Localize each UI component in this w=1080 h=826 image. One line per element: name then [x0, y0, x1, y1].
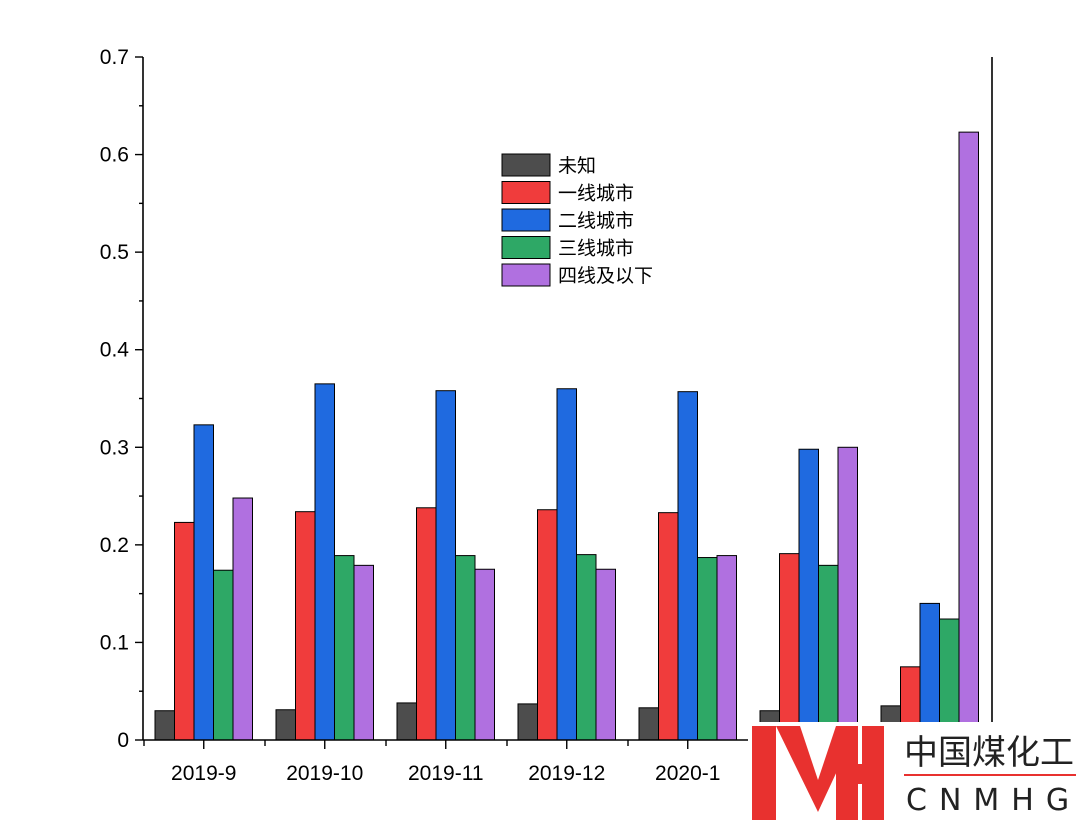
- bar-4-1: [213, 569, 234, 741]
- bar-5-5: [716, 555, 737, 741]
- legend-swatch-1: [501, 153, 551, 177]
- bar-4-2: [334, 555, 355, 741]
- bar-2-5: [658, 512, 679, 741]
- legend-swatch-2: [501, 181, 551, 204]
- bar-4-4: [576, 554, 597, 741]
- bar-1-5: [638, 707, 659, 741]
- bar-2-3: [416, 507, 437, 741]
- x-tick-label: 2019-12: [528, 762, 605, 785]
- legend-label-1: 未知: [558, 155, 596, 177]
- bar-4-5: [697, 557, 718, 741]
- mh-logo-mark: [752, 726, 884, 820]
- bars-group: [154, 131, 979, 741]
- bar-2-4: [537, 509, 558, 741]
- y-tick-label: 0: [117, 729, 129, 752]
- y-tick-label: 0.4: [100, 339, 130, 362]
- legend-label-3: 二线城市: [558, 210, 634, 232]
- bar-3-2: [314, 383, 335, 741]
- y-tick-label: 0.6: [100, 144, 129, 167]
- watermark-logo: 中国煤化工 CNMHG: [748, 722, 1080, 826]
- bar-3-7: [919, 602, 940, 741]
- x-tick-label: 2019-9: [171, 762, 236, 785]
- y-tick-label: 0.5: [100, 241, 129, 264]
- bar-5-7: [958, 131, 979, 741]
- bar-3-4: [556, 388, 577, 741]
- bar-1-1: [154, 710, 175, 741]
- legend-label-2: 一线城市: [558, 183, 634, 205]
- bar-3-5: [677, 391, 698, 741]
- bar-1-2: [275, 709, 296, 741]
- legend-label-5: 四线及以下: [558, 265, 653, 287]
- legend-swatch-5: [501, 263, 551, 287]
- bar-1-4: [517, 703, 538, 741]
- y-tick-label: 0.2: [100, 534, 129, 557]
- bar-4-7: [939, 618, 960, 741]
- bar-5-3: [474, 568, 495, 741]
- legend-swatch-4: [501, 236, 551, 259]
- y-tick-label: 0.3: [100, 436, 129, 459]
- bar-2-6: [779, 553, 800, 741]
- bar-3-1: [193, 424, 214, 741]
- x-tick-label: 2020-1: [655, 762, 720, 785]
- bar-3-6: [798, 448, 819, 741]
- logo-m-left-stroke: [752, 726, 776, 820]
- x-ticks-group: 2019-9 2019-10 2019-11 2019-12 2020-1: [143, 740, 992, 785]
- logo-h-bar: [836, 764, 884, 784]
- bar-3-3: [435, 390, 456, 741]
- y-tick-label: 0.1: [100, 631, 129, 654]
- x-tick-label: 2019-10: [286, 762, 363, 785]
- x-tick-label: 2019-11: [408, 762, 484, 785]
- bar-5-1: [232, 497, 253, 741]
- bar-2-2: [295, 511, 316, 741]
- bar-5-2: [353, 564, 374, 741]
- bar-5-6: [837, 446, 858, 741]
- y-tick-label: 0.7: [100, 46, 129, 69]
- watermark-name-cn: 中国煤化工: [904, 733, 1074, 773]
- legend-swatch-3: [501, 208, 551, 232]
- y-ticks-group: 0 0.1 0.2 0.3 0.4 0.5 0.6 0.7: [100, 46, 143, 752]
- watermark-name-en: CNMHG: [906, 783, 1080, 818]
- bar-2-1: [174, 521, 195, 741]
- bar-5-4: [595, 568, 616, 741]
- bar-4-6: [818, 564, 839, 741]
- bar-1-3: [396, 702, 417, 741]
- bar-4-3: [455, 555, 476, 741]
- legend-label-4: 三线城市: [558, 238, 634, 260]
